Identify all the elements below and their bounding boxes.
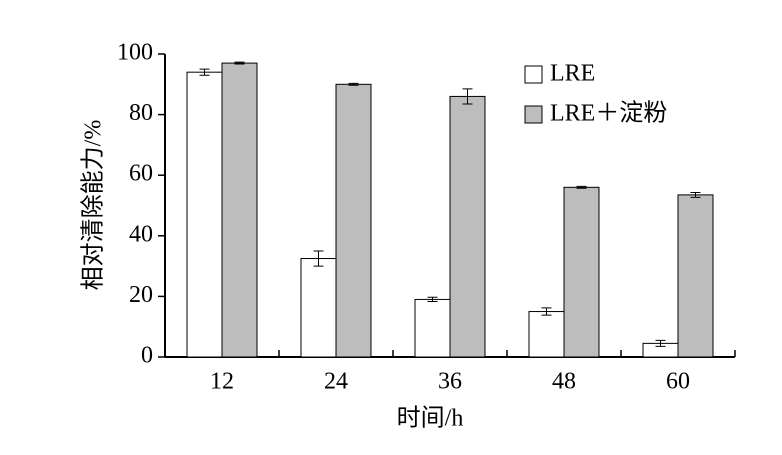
error-bar — [462, 88, 473, 105]
x-tick-label: 24 — [324, 369, 348, 395]
bar — [563, 186, 600, 358]
error-bar — [199, 68, 210, 76]
y-tick-label: 80 — [129, 100, 153, 126]
bar — [335, 83, 372, 358]
legend-swatch — [524, 65, 543, 84]
error-bar — [348, 82, 359, 86]
error-bar — [690, 191, 701, 198]
x-tick-label: 12 — [210, 369, 234, 395]
x-tick-label: 48 — [552, 369, 576, 395]
bar — [300, 258, 337, 358]
bar — [677, 194, 714, 358]
x-tick-label: 36 — [438, 369, 462, 395]
bar — [528, 311, 565, 358]
y-tick-label: 0 — [141, 343, 153, 369]
error-bar — [655, 339, 666, 347]
legend-label: LRE — [550, 61, 595, 87]
y-axis-label: 相对清除能力/% — [80, 120, 107, 291]
error-bar — [576, 185, 587, 189]
bar — [186, 71, 223, 358]
legend-swatch — [524, 105, 543, 124]
error-bar — [234, 61, 245, 65]
error-bar — [427, 296, 438, 303]
bar — [221, 62, 258, 358]
y-tick-label: 20 — [129, 282, 153, 308]
x-axis-label: 时间/h — [397, 405, 464, 432]
error-bar — [541, 307, 552, 316]
y-tick-label: 100 — [117, 40, 153, 66]
y-tick-label: 60 — [129, 161, 153, 187]
x-tick-label: 60 — [666, 369, 690, 395]
bar — [449, 95, 486, 358]
y-tick-label: 40 — [129, 221, 153, 247]
error-bar — [313, 250, 324, 267]
legend-label: LRE＋淀粉 — [550, 100, 667, 127]
bar — [414, 298, 451, 358]
